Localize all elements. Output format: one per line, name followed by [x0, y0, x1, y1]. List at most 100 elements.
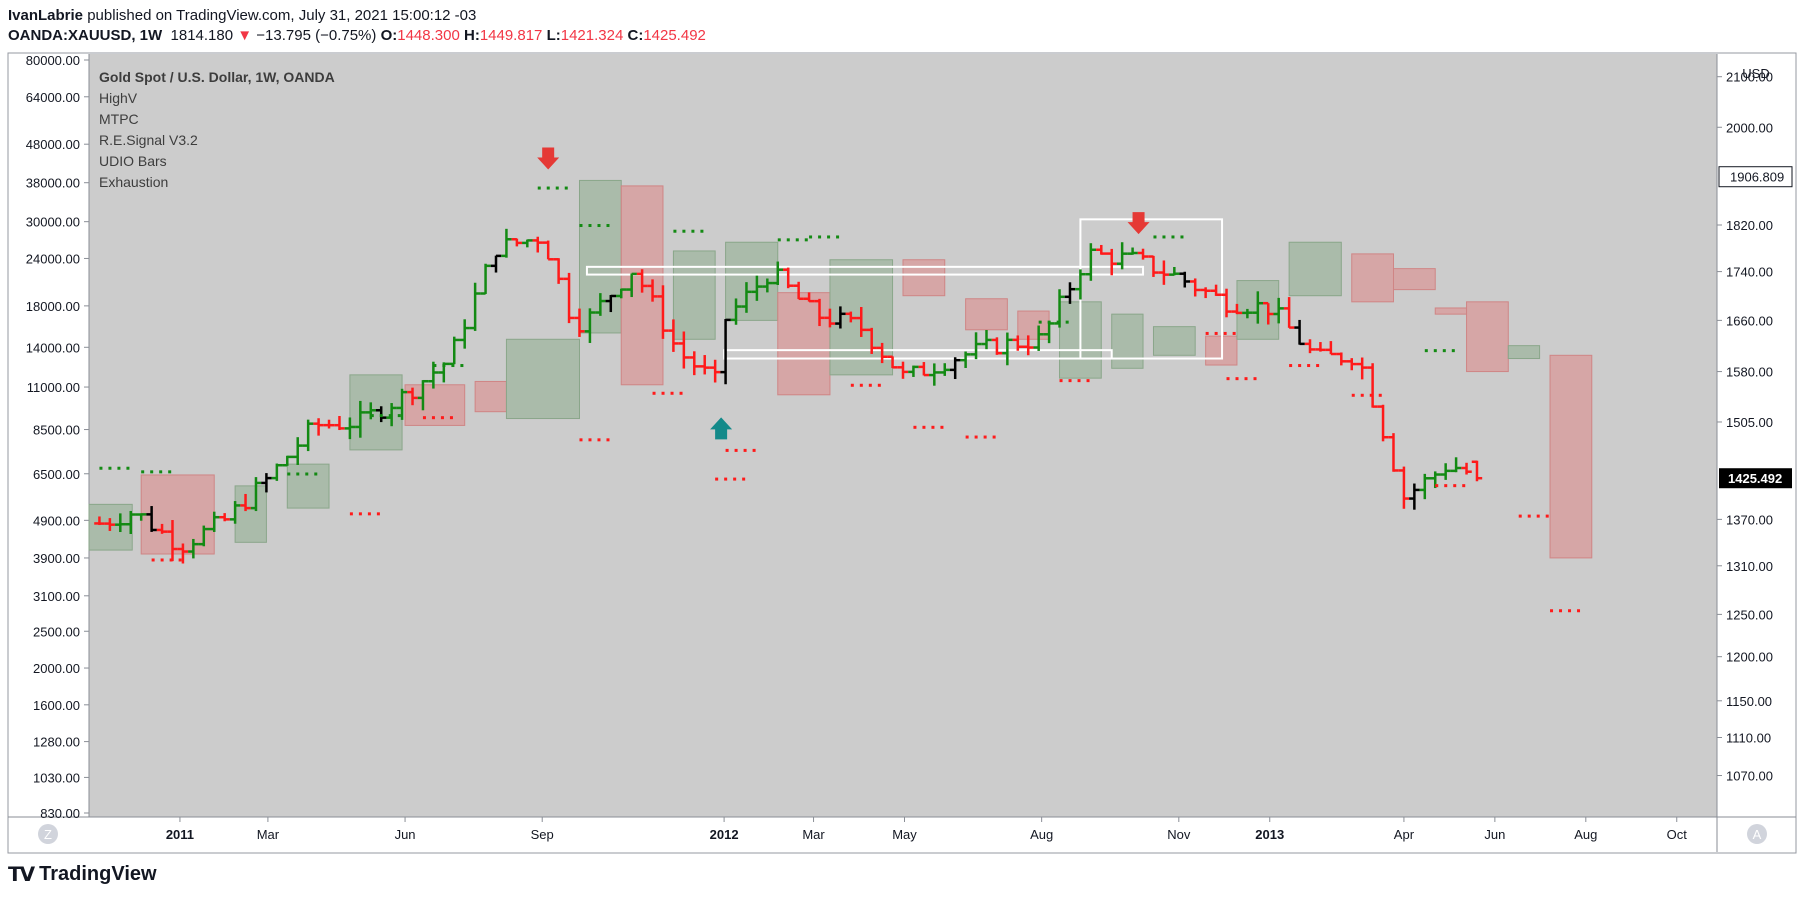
ohlc-bar [616, 288, 627, 299]
left-axis-tick-label: 11000.00 [27, 380, 80, 395]
ohlc-bar [522, 239, 533, 248]
ohlc-bar [146, 506, 157, 532]
ohlc-bar [469, 282, 481, 331]
up-signal-box [1111, 313, 1144, 369]
ohlc-bar [563, 272, 575, 324]
ohlc-bar [1315, 342, 1326, 352]
exhaustion-dot-down [859, 383, 863, 387]
exhaustion-dot-up [296, 472, 300, 476]
ohlc-bar [636, 269, 648, 293]
time-axis-tick-label: Apr [1394, 827, 1415, 842]
up-signal-box [1507, 345, 1541, 360]
left-axis-tick-label: 24000.00 [26, 251, 80, 266]
publish-info: published on TradingView.com, July 31, 2… [87, 7, 477, 24]
ohlc-bar [626, 272, 637, 298]
exhaustion-dot-up [397, 414, 401, 418]
ohlc-bar [814, 298, 825, 327]
ohlc-bar [94, 516, 105, 526]
left-axis-tick-label: 8500.00 [33, 423, 80, 438]
ohlc-bar [480, 263, 491, 295]
exhaustion-dot-up [141, 470, 145, 474]
exhaustion-dot-down [440, 416, 444, 420]
ohlc-bar [501, 228, 512, 258]
ohlc-bar [1398, 466, 1410, 509]
ohlc-bar [313, 418, 324, 436]
last-price: 1814.180 [170, 27, 234, 44]
left-axis-tick-label: 18000.00 [26, 299, 80, 314]
exhaustion-dot-down [1307, 364, 1311, 368]
brand-name: TradingView [39, 863, 157, 885]
ohlc-bar [396, 388, 408, 420]
ohlc-bar [1012, 335, 1024, 351]
exhaustion-dot-up [433, 364, 437, 368]
exhaustion-dot-up [564, 186, 568, 190]
exhaustion-dot-down [1298, 364, 1302, 368]
time-axis-tick-label: Aug [1030, 827, 1053, 842]
left-axis[interactable]: 80000.00 64000.00 48000.00 38000.00 30000.00… [26, 53, 89, 821]
author-name[interactable]: IvanLabrie [8, 7, 84, 24]
exhaustion-dot-up [555, 186, 559, 190]
exhaustion-dot-down [1369, 393, 1373, 397]
ohlc-bar [417, 379, 429, 411]
down-signal-box [474, 380, 507, 413]
ohlc-bar [1002, 332, 1013, 366]
annotation-band-lower [723, 349, 1113, 360]
exhaustion-dot-down [1068, 379, 1072, 383]
exhaustion-dot-up [818, 235, 822, 239]
exhaustion-dot-down [1444, 484, 1448, 488]
ohlc-bar [584, 308, 596, 343]
right-axis-tick-label: 1200.00 [1726, 650, 1773, 665]
plot-area[interactable] [89, 54, 1717, 817]
corner-left-button[interactable]: Z [38, 824, 58, 844]
ohlc-bar [292, 437, 303, 465]
exhaustion-dot-up [159, 470, 163, 474]
ohlc-bar [1179, 271, 1190, 288]
exhaustion-dot-up [150, 470, 154, 474]
ohlc-bar [449, 336, 460, 366]
ohlc-bar [250, 477, 262, 512]
exhaustion-dot-up [117, 466, 121, 470]
ohlc-bar [156, 523, 168, 534]
exhaustion-dot-up [579, 224, 583, 228]
left-axis-tick-label: 3100.00 [33, 589, 80, 604]
exhaustion-dot-down [1453, 484, 1457, 488]
exhaustion-dot-up [1047, 320, 1051, 324]
left-axis-tick-label: 80000.00 [26, 53, 80, 68]
exhaustion-dot-down [922, 425, 926, 429]
right-axis-tick-label: 1110.00 [1726, 730, 1771, 745]
ohlc-bar [115, 513, 126, 533]
ohlc-bar [970, 332, 982, 360]
left-axis-tick-label: 830.00 [40, 806, 80, 821]
ohlc-bar [219, 513, 230, 522]
last-price-tag [1719, 468, 1792, 489]
ohlc-bar [1200, 287, 1211, 299]
ohlc-bar [772, 261, 783, 285]
down-signal-box [1351, 253, 1394, 303]
exhaustion-dot-down [1316, 364, 1320, 368]
low-value: 1421.324 [560, 27, 624, 44]
exhaustion-dot-down [725, 448, 729, 452]
legend-indicator: HighV [99, 90, 138, 106]
right-axis-tick-label: 1250.00 [1726, 607, 1773, 622]
up-signal-box [234, 485, 267, 543]
time-axis[interactable]: 2011 Mar Jun Sep 2012 Mar May Aug Nov 2013 Apr Jun A… [166, 817, 1687, 842]
ohlc-bar [1252, 291, 1264, 324]
time-axis-tick-label: Oct [1667, 827, 1688, 842]
ohlc-bar [1461, 462, 1472, 475]
corner-right-button[interactable]: A [1747, 824, 1767, 844]
symbol-name: OANDA:XAUUSD, 1W [8, 27, 163, 44]
time-axis-tick-label: Mar [257, 827, 280, 842]
high-label: H: [463, 27, 480, 44]
exhaustion-dot-up [700, 229, 704, 233]
exhaustion-dot-down [151, 558, 155, 562]
open-value: 1448.300 [397, 27, 460, 44]
ohlc-bar [1409, 483, 1420, 510]
ohlc-bar [1189, 278, 1201, 297]
ohlc-bar [751, 275, 763, 301]
legend-indicator: Exhaustion [99, 174, 168, 190]
exhaustion-dot-down [1289, 364, 1293, 368]
exhaustion-dot-down [965, 435, 969, 439]
footer-brand[interactable]: 𝗧𝗩 TradingView [8, 862, 157, 887]
